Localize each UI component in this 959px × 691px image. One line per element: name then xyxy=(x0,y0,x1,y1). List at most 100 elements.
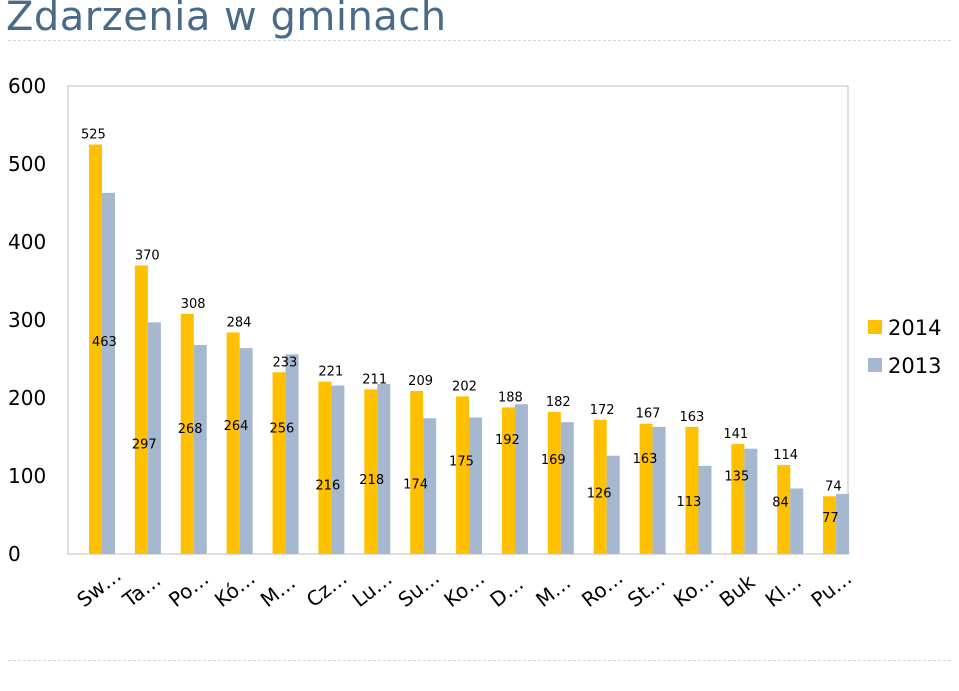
bar-2014-9 xyxy=(501,407,515,554)
data-labels-group: 525 463 370 297 308 268 284 264 233 256 221 216 211 2… xyxy=(81,128,842,526)
bar-2013-1 xyxy=(147,322,161,554)
x-tick-label: D… xyxy=(485,571,528,612)
bar-2014-10 xyxy=(547,412,561,554)
bar-2013-0 xyxy=(102,192,115,555)
y-tick-label: 500 xyxy=(8,152,46,176)
data-label-2014-12: 167 xyxy=(636,407,661,422)
data-label-2013-2: 268 xyxy=(178,422,203,437)
bar-2013-13 xyxy=(698,465,712,554)
bar-2013-14 xyxy=(744,448,758,554)
x-tick-label: Po… xyxy=(164,566,213,612)
data-label-2013-14: 135 xyxy=(724,470,749,485)
x-tick-label: Pu… xyxy=(806,566,856,612)
data-label-2013-12: 163 xyxy=(633,452,658,467)
legend-swatch-2014 xyxy=(868,320,882,334)
data-label-2013-8: 175 xyxy=(449,455,474,470)
data-label-2014-11: 172 xyxy=(590,403,615,418)
data-label-2013-11: 126 xyxy=(587,487,612,502)
x-tick-label: Kó… xyxy=(210,566,260,612)
x-tick-label: St… xyxy=(623,568,670,612)
data-label-2013-5: 216 xyxy=(315,479,340,494)
bar-2014-3 xyxy=(226,332,240,554)
data-label-2014-2: 308 xyxy=(181,297,206,312)
bar-2013-7 xyxy=(423,418,437,554)
bar-2014-5 xyxy=(318,381,332,554)
data-label-2014-13: 163 xyxy=(679,410,704,425)
bar-2014-0 xyxy=(89,144,102,554)
bar-2013-3 xyxy=(239,348,253,554)
y-axis: 0 100 200 300 400 500 600 xyxy=(8,74,46,566)
data-label-2014-8: 202 xyxy=(452,379,477,394)
y-tick-label: 100 xyxy=(8,464,46,488)
x-tick-label: Ro… xyxy=(577,565,627,612)
data-label-2013-9: 192 xyxy=(495,433,520,448)
bar-2014-4 xyxy=(272,372,286,554)
data-label-2014-9: 188 xyxy=(498,390,523,405)
data-label-2013-6: 218 xyxy=(359,473,384,488)
bar-2013-4 xyxy=(285,354,299,554)
bar-2013-16 xyxy=(836,493,850,554)
title-divider xyxy=(8,40,951,41)
chart-title: Zdarzenia w gminach xyxy=(6,0,447,40)
bar-2014-12 xyxy=(639,423,653,554)
bar-2014-11 xyxy=(593,419,607,554)
data-label-2013-16: 77 xyxy=(822,511,839,526)
legend-label-2014: 2014 xyxy=(888,316,941,340)
data-label-2013-3: 264 xyxy=(224,419,249,434)
data-label-2014-3: 284 xyxy=(227,315,252,330)
data-label-2014-6: 211 xyxy=(362,372,387,387)
bar-2013-5 xyxy=(331,385,345,554)
y-tick-label: 300 xyxy=(8,308,46,332)
legend-swatch-2013 xyxy=(868,358,882,372)
bar-2013-9 xyxy=(514,404,528,554)
bar-2014-16 xyxy=(823,496,837,554)
x-tick-label: Sw… xyxy=(72,563,125,612)
x-tick-label: Ko… xyxy=(439,566,489,612)
x-tick-label: M… xyxy=(531,570,575,612)
bar-2014-13 xyxy=(685,426,699,554)
x-tick-label: Ko… xyxy=(669,566,719,612)
bar-2014-2 xyxy=(180,313,194,554)
data-label-2013-7: 174 xyxy=(403,477,428,492)
bar-2013-8 xyxy=(469,417,483,554)
x-tick-label: Su… xyxy=(393,565,444,612)
x-axis: Sw…Ta…Po…Kó…M… Cz…Lu…Su…Ko…D… M… Ro…St… Ko…B… xyxy=(72,563,856,613)
bar-2013-2 xyxy=(193,344,207,554)
bar-2014-14 xyxy=(731,444,745,554)
bar-2013-11 xyxy=(606,455,620,554)
data-label-2014-15: 114 xyxy=(773,448,798,463)
bar-2014-15 xyxy=(777,465,791,554)
data-label-2013-1: 297 xyxy=(132,437,157,452)
data-label-2014-5: 221 xyxy=(318,365,343,380)
y-tick-label: 0 xyxy=(8,542,21,566)
data-label-2013-13: 113 xyxy=(676,495,701,510)
bar-2013-15 xyxy=(790,488,804,554)
bar-2013-12 xyxy=(652,426,666,554)
bottom-divider xyxy=(8,660,951,661)
data-label-2013-0: 463 xyxy=(92,335,117,350)
x-tick-label: Buk xyxy=(715,569,760,612)
legend-label-2013: 2013 xyxy=(888,354,941,378)
data-label-2014-0: 525 xyxy=(81,128,106,143)
data-label-2014-16: 74 xyxy=(825,479,842,494)
x-tick-label: Cz… xyxy=(302,566,352,612)
data-label-2014-14: 141 xyxy=(723,427,748,442)
data-label-2014-4: 233 xyxy=(273,355,298,370)
x-tick-label: Kl… xyxy=(761,569,806,612)
y-tick-label: 200 xyxy=(8,386,46,410)
data-label-2014-10: 182 xyxy=(546,395,571,410)
data-label-2013-4: 256 xyxy=(270,421,295,436)
x-tick-label: M… xyxy=(256,570,300,612)
y-tick-label: 600 xyxy=(8,74,46,98)
bar-2013-10 xyxy=(560,422,574,554)
data-label-2013-10: 169 xyxy=(541,453,566,468)
bar-2014-7 xyxy=(410,390,424,554)
x-tick-label: Ta… xyxy=(117,568,165,613)
x-tick-label: Lu… xyxy=(348,566,397,612)
bar-2013-6 xyxy=(377,383,391,554)
data-label-2013-15: 84 xyxy=(772,495,789,510)
bar-2014-6 xyxy=(364,389,378,554)
data-label-2014-7: 209 xyxy=(408,374,433,389)
y-tick-label: 400 xyxy=(8,230,46,254)
